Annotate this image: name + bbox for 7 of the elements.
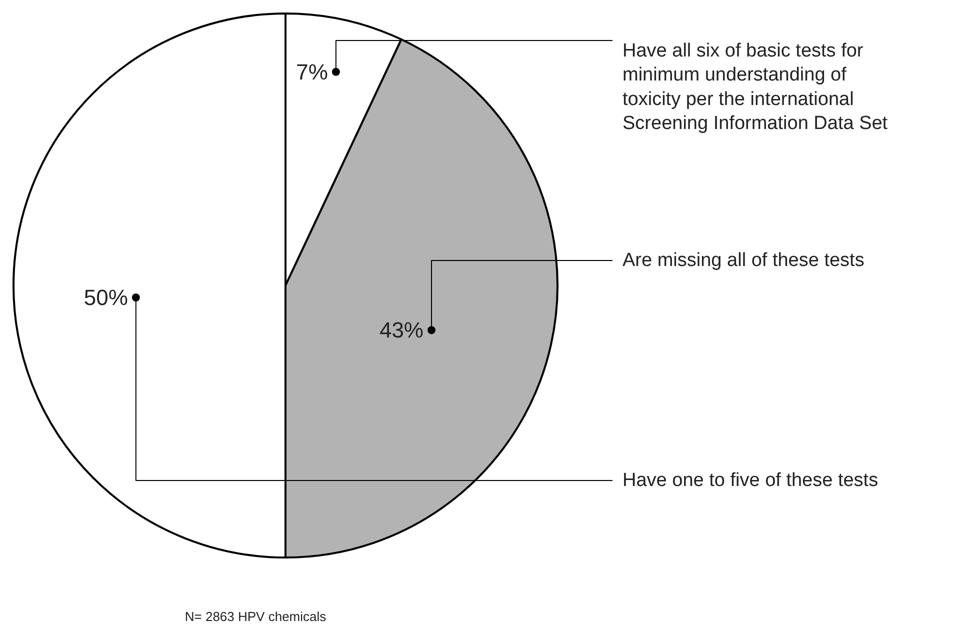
slice-label: Have one to five of these tests: [622, 470, 878, 491]
data-label: 50%: [84, 285, 128, 310]
data-label: 43%: [379, 318, 424, 343]
data-label: 7%: [296, 59, 328, 84]
slice-label: Are missing all of these tests: [622, 250, 864, 271]
text: N= 2863 HPV chemicals: [184, 609, 327, 624]
slice-label: Have all six of basic tests for minimum understanding of toxicity per the international Screening Information Data Set: [622, 40, 888, 134]
